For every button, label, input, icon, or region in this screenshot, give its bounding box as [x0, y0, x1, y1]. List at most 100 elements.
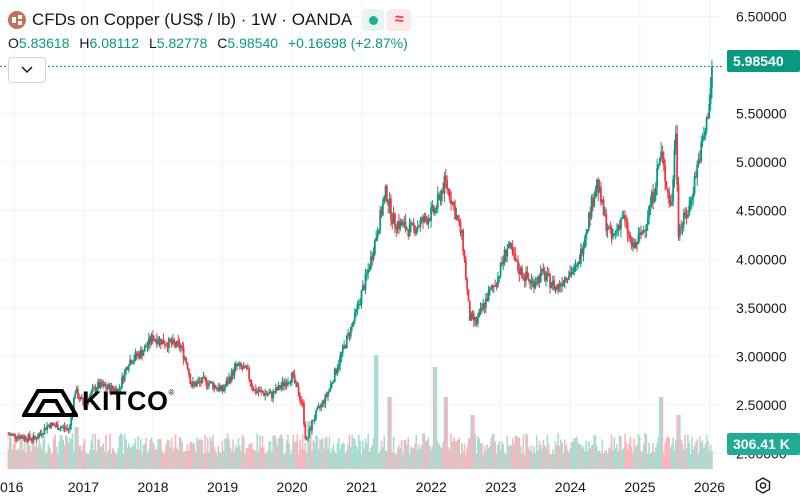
- candle-body: [423, 215, 426, 223]
- candle-body: [452, 201, 455, 206]
- candle-body: [360, 290, 363, 304]
- volume-bar: [576, 436, 578, 469]
- candle-body: [701, 139, 704, 143]
- volume-bar: [660, 397, 662, 469]
- volume-bar: [77, 427, 79, 469]
- candle-body: [193, 381, 196, 384]
- volume-bar: [687, 434, 689, 469]
- candle-body: [209, 381, 212, 384]
- volume-bar: [709, 444, 712, 469]
- candle-body: [495, 285, 498, 287]
- volume-bar: [260, 447, 262, 469]
- time-axis[interactable]: 016 2017 2018 2019 2020 2021 2022 2023 2024 2025 2…: [0, 479, 725, 495]
- close-value: 5.98540: [227, 35, 279, 51]
- candle-body: [344, 345, 347, 349]
- candle-body: [188, 368, 190, 374]
- candle-body: [208, 383, 210, 386]
- volume-bar: [555, 445, 558, 469]
- candle-body: [72, 397, 75, 413]
- candle-body: [439, 194, 442, 201]
- candle-body: [594, 189, 597, 199]
- volume-bar: [204, 434, 206, 469]
- volume-bar: [16, 448, 19, 469]
- candle-body: [66, 428, 69, 430]
- volume-bar: [269, 441, 272, 469]
- candle-body: [284, 382, 287, 386]
- volume-bar: [636, 445, 638, 469]
- settings-gear-icon[interactable]: [754, 477, 772, 495]
- candle-body: [515, 260, 518, 262]
- collapse-legend-button[interactable]: [8, 57, 46, 83]
- price-axis[interactable]: 6.500006.000005.500005.000004.500004.000…: [736, 9, 787, 462]
- volume-bar: [529, 450, 531, 469]
- volume-bar: [653, 452, 656, 469]
- volume-bar: [666, 436, 669, 469]
- volume-bar: [214, 450, 217, 469]
- candle-body: [422, 217, 424, 223]
- candle-body: [696, 164, 699, 178]
- volume-bar: [291, 450, 293, 469]
- candle-body: [304, 423, 307, 439]
- candle-body: [12, 433, 15, 435]
- volume-bar: [394, 453, 396, 469]
- candle-body: [126, 367, 129, 370]
- volume-bar: [644, 433, 646, 469]
- candle-body: [154, 339, 157, 341]
- volume-bar: [267, 450, 269, 469]
- volume-bar: [522, 434, 525, 469]
- candle-body: [526, 271, 529, 279]
- volume-bar: [419, 449, 422, 469]
- volume-bar: [436, 441, 439, 469]
- time-axis-label: 2020: [277, 479, 308, 495]
- candle-body: [291, 372, 293, 382]
- volume-bar: [362, 440, 364, 469]
- candle-body: [665, 181, 668, 190]
- volume-bar: [259, 435, 261, 469]
- volume-bar: [707, 441, 709, 469]
- symbol-title[interactable]: CFDs on Copper (US$ / lb) · 1W · OANDA: [32, 10, 353, 29]
- candle-body: [292, 372, 295, 375]
- volume-bar: [288, 443, 291, 469]
- candle-body: [645, 224, 648, 231]
- volume-bar: [399, 448, 402, 469]
- volume-bar: [19, 437, 22, 469]
- candle-body: [546, 273, 549, 278]
- candle-body: [171, 339, 174, 345]
- candle-body: [359, 303, 362, 305]
- volume-bar: [169, 447, 172, 469]
- volume-bar: [477, 435, 479, 469]
- volume-bar: [46, 451, 48, 469]
- candle-body: [254, 389, 257, 393]
- volume-bar: [562, 453, 565, 469]
- candle-body: [682, 212, 685, 225]
- volume-bar: [114, 452, 117, 469]
- copper-symbol-icon[interactable]: [8, 11, 26, 29]
- candle-body: [484, 298, 487, 308]
- volume-bar: [673, 450, 676, 469]
- volume-bar: [374, 355, 376, 469]
- market-status-button[interactable]: [362, 9, 385, 31]
- candle-body: [509, 242, 511, 246]
- volume-bar: [252, 449, 254, 469]
- volume-bar: [657, 437, 660, 469]
- volume-bar: [35, 438, 38, 469]
- candle-body: [242, 367, 245, 369]
- candle-body: [173, 339, 176, 343]
- data-delay-button[interactable]: ≈: [387, 9, 412, 31]
- candle-body: [134, 352, 137, 360]
- volume-bar: [28, 445, 31, 469]
- candle-body: [700, 142, 703, 161]
- volume-bar: [353, 439, 356, 469]
- candle-body: [365, 273, 368, 275]
- candle-body: [142, 351, 145, 356]
- volume-bar: [161, 450, 163, 469]
- volume-bar: [70, 439, 73, 469]
- candle-body: [27, 434, 30, 441]
- candle-body: [387, 201, 390, 206]
- volume-bar: [58, 441, 60, 469]
- volume-bar: [410, 446, 412, 469]
- volume-bar: [701, 440, 704, 469]
- volume-bar: [412, 447, 415, 469]
- volume-bar: [605, 449, 608, 469]
